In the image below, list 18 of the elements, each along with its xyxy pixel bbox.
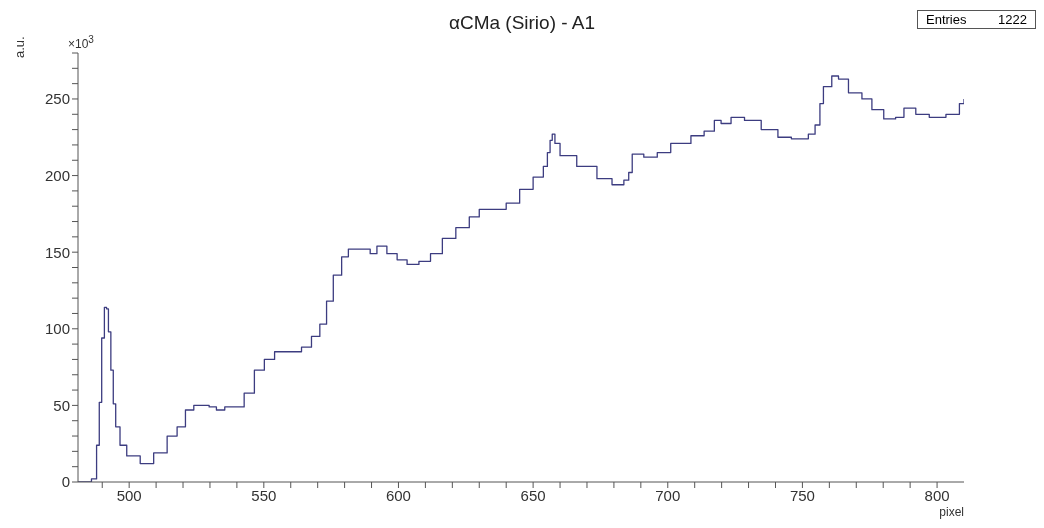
text: Entries 1222 — [917, 10, 1036, 29]
x-tick-label: 550 — [251, 486, 277, 504]
y-axis-title: a.u. — [12, 36, 27, 58]
chart-title: αCMa (Sirio) - A1 — [448, 12, 596, 33]
y-tick-label: 50 — [53, 396, 70, 414]
x-tick-label: 650 — [520, 486, 546, 504]
x-tick-label: 800 — [924, 486, 950, 504]
x-tick-label: 600 — [385, 486, 411, 504]
y-tick-label: 250 — [44, 90, 70, 108]
x-axis-title: pixel — [939, 505, 964, 519]
x-tick-label: 700 — [655, 486, 681, 504]
y-tick-label: 200 — [44, 166, 70, 184]
x-tick-label: 750 — [789, 486, 815, 504]
y-tick-label: 0 — [61, 473, 70, 491]
y-tick-label: 150 — [44, 243, 70, 261]
y-tick-label: 100 — [44, 320, 70, 338]
x-tick-label: 500 — [116, 486, 142, 504]
text: ×10$^{3}$ — [68, 34, 94, 51]
